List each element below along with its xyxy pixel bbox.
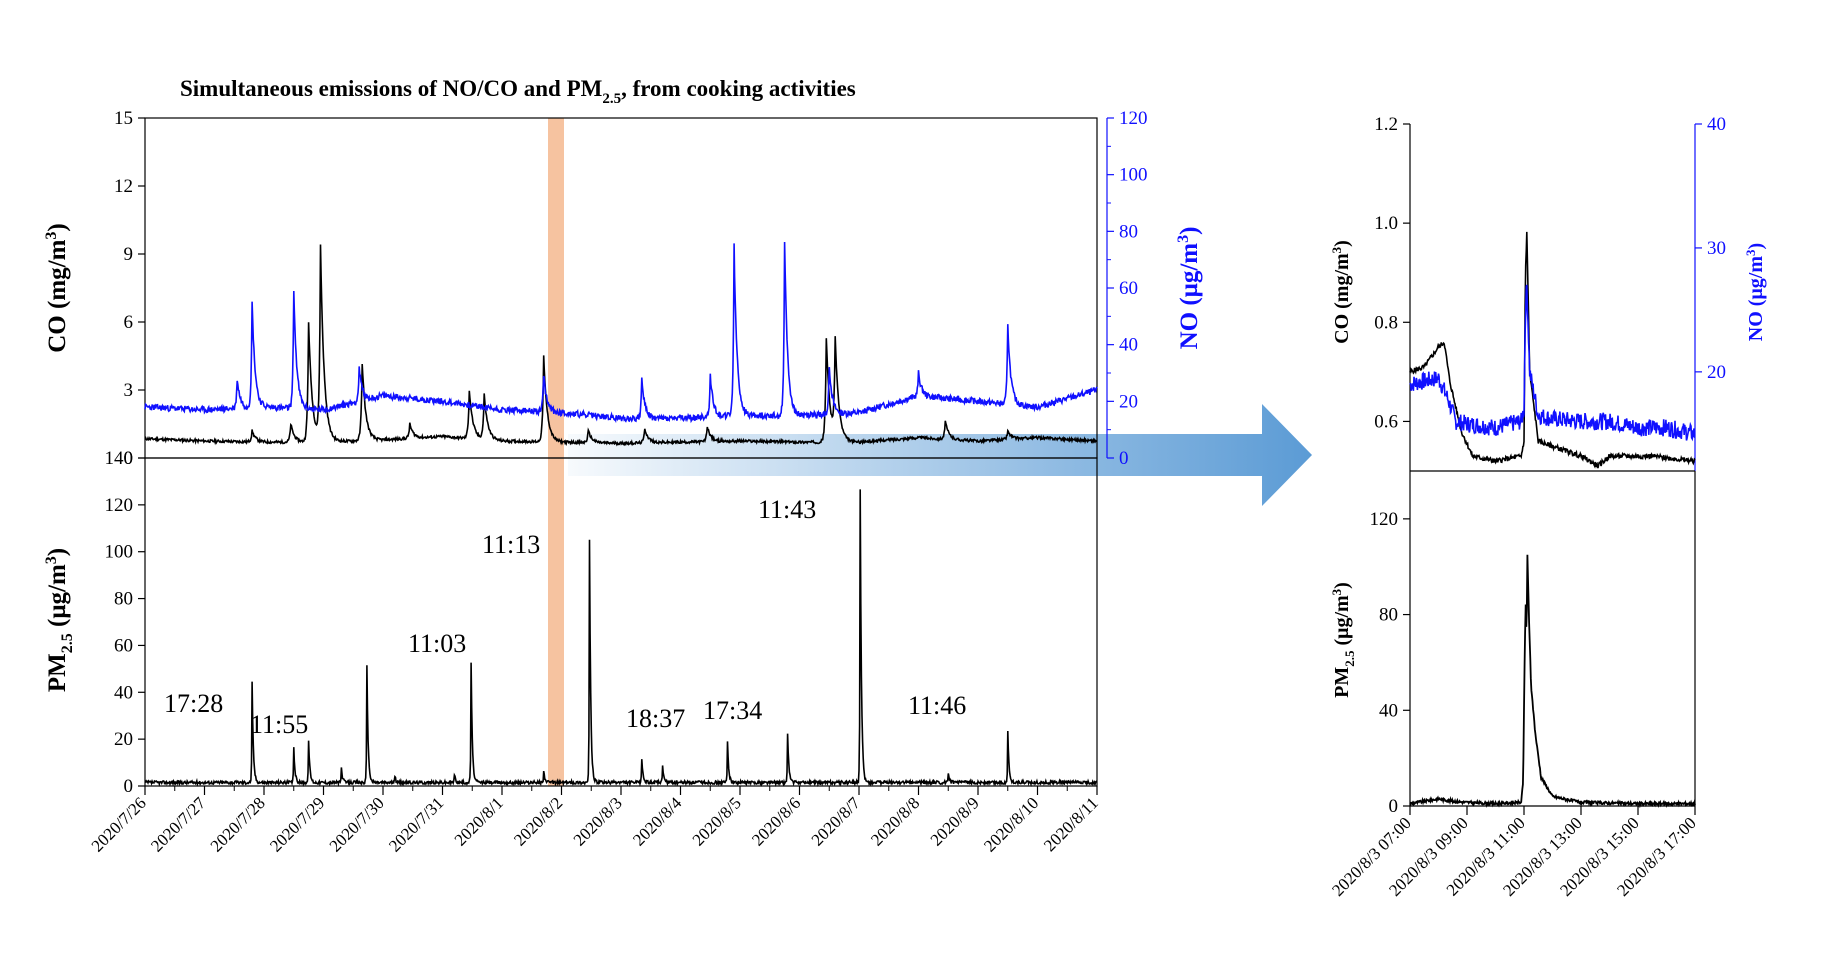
main-co-ylabel: CO (mg/m3) xyxy=(43,223,71,353)
x-tick-label: 2020/8/5 xyxy=(689,793,745,849)
x-tick-label: 2020/8/9 xyxy=(927,793,983,849)
tick-label: 40 xyxy=(1379,700,1398,721)
annotation-1837: 18:37 xyxy=(626,704,685,733)
tick-label: 100 xyxy=(105,542,134,563)
tick-label: 60 xyxy=(1119,278,1138,299)
main-gas-left-axis: 0 3 6 9 12 15 xyxy=(114,108,145,469)
zoom-arrow xyxy=(568,404,1312,506)
main-pm-ylabel: PM2.5 (μg/m3) xyxy=(43,548,76,692)
tick-label: 80 xyxy=(114,589,133,610)
x-tick-label: 2020/7/27 xyxy=(147,793,210,856)
tick-label: 80 xyxy=(1379,605,1398,626)
x-tick-label: 2020/8/7 xyxy=(808,793,865,850)
tick-label: 1.0 xyxy=(1374,213,1398,234)
annotation-1103: 11:03 xyxy=(408,629,466,658)
x-tick-label: 2020/8/11 xyxy=(1040,793,1102,855)
annotation-1143: 11:43 xyxy=(758,495,816,524)
main-co-series xyxy=(144,244,1098,447)
tick-label: 40 xyxy=(1119,335,1138,356)
inset-gas-right-axis: 20 30 40 xyxy=(1695,114,1726,383)
annotation-1728: 17:28 xyxy=(164,689,223,718)
tick-label: 3 xyxy=(124,380,134,401)
chart-title: Simultaneous emissions of NO/CO and PM2.… xyxy=(180,76,856,107)
x-tick-label: 2020/7/26 xyxy=(88,793,150,855)
tick-label: 40 xyxy=(1707,114,1726,135)
x-tick-label: 2020/7/31 xyxy=(385,793,447,855)
x-tick-label: 2020/8/6 xyxy=(748,793,804,849)
x-tick-label: 2020/8/4 xyxy=(629,793,686,850)
inset-no-ylabel: NO (μg/m3) xyxy=(1743,243,1767,341)
main-no-series xyxy=(144,241,1098,424)
tick-label: 30 xyxy=(1707,238,1726,259)
main-pm-series xyxy=(144,489,1098,788)
tick-label: 140 xyxy=(105,448,134,469)
x-tick-label: 2020/7/29 xyxy=(266,793,328,855)
x-tick-label: 2020/8/2 xyxy=(510,793,566,849)
x-tick-label: 2020/7/28 xyxy=(207,793,269,855)
annotation-1113: 11:13 xyxy=(482,530,540,559)
tick-label: 40 xyxy=(114,682,133,703)
tick-label: 100 xyxy=(1119,165,1148,186)
annotation-1155: 11:55 xyxy=(250,710,308,739)
tick-label: 6 xyxy=(124,312,134,333)
highlight-band xyxy=(548,118,564,786)
inset-co-series xyxy=(1409,231,1696,469)
tick-label: 9 xyxy=(124,244,134,265)
tick-label: 0.6 xyxy=(1374,411,1398,432)
x-tick-label: 2020/8/10 xyxy=(980,793,1042,855)
tick-label: 0 xyxy=(1119,448,1129,469)
x-tick-label: 2020/8/3 xyxy=(570,793,626,849)
tick-label: 0 xyxy=(124,448,134,469)
x-tick-label: 2020/8/1 xyxy=(451,793,507,849)
inset-pm-series xyxy=(1409,554,1696,809)
tick-label: 0 xyxy=(1389,796,1399,817)
tick-label: 20 xyxy=(114,729,133,750)
inset-no-series xyxy=(1409,284,1696,442)
tick-label: 0.8 xyxy=(1374,312,1398,333)
tick-label: 12 xyxy=(114,176,133,197)
tick-label: 20 xyxy=(1119,391,1138,412)
x-tick-label: 2020/7/30 xyxy=(326,793,388,855)
tick-label: 20 xyxy=(1707,362,1726,383)
tick-label: 1.2 xyxy=(1374,114,1398,135)
main-gas-right-axis: 0 20 40 60 80 100 120 xyxy=(1106,108,1148,469)
inset-gas-left-axis: 0.6 0.8 1.0 1.2 xyxy=(1374,114,1410,432)
inset-co-ylabel: CO (mg/m3) xyxy=(1329,240,1353,344)
tick-label: 120 xyxy=(1119,108,1148,129)
tick-label: 80 xyxy=(1119,221,1138,242)
annotation-1146: 11:46 xyxy=(908,691,966,720)
x-tick-label: 2020/8/8 xyxy=(867,793,923,849)
main-pm-axis: 0 20 40 60 80 100 120 140 xyxy=(105,448,145,797)
tick-label: 60 xyxy=(114,635,133,656)
tick-label: 120 xyxy=(1370,509,1399,530)
tick-label: 0 xyxy=(124,776,134,797)
annotation-1734: 17:34 xyxy=(703,696,762,725)
main-x-axis: 2020/7/262020/7/272020/7/282020/7/292020… xyxy=(88,786,1102,856)
tick-label: 15 xyxy=(114,108,133,129)
tick-label: 120 xyxy=(105,495,134,516)
inset-pm-axis: 0 40 80 120 xyxy=(1370,509,1410,817)
main-no-ylabel: NO (μg/m3) xyxy=(1175,227,1203,350)
inset-pm-ylabel: PM2.5 (μg/m3) xyxy=(1329,582,1357,698)
